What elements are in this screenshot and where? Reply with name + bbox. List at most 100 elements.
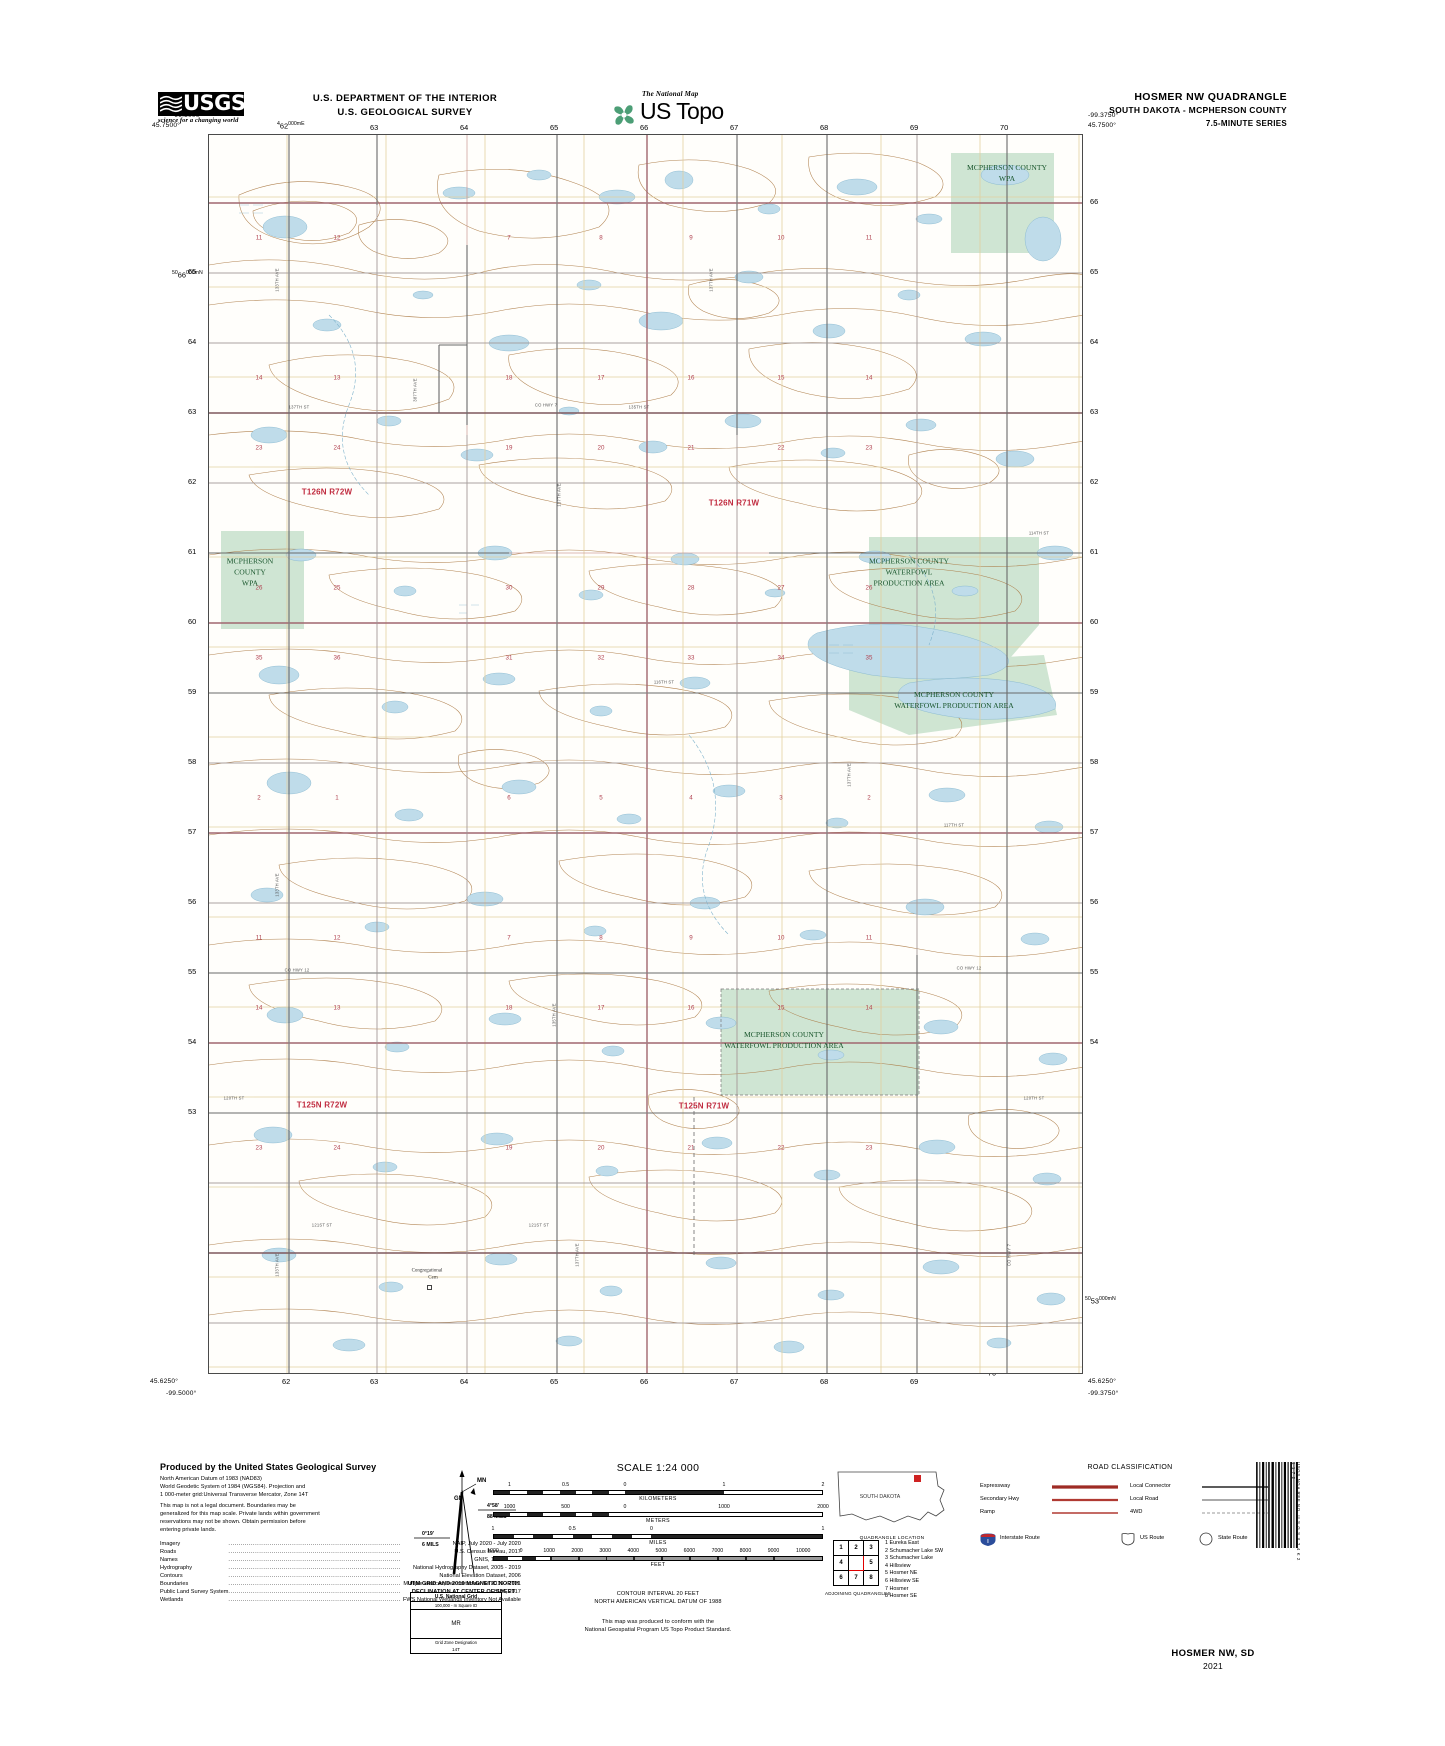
adjoining-name-5: 5 Hosmer NE: [885, 1570, 918, 1577]
road-name-label-14: CO HWY 12: [956, 965, 982, 971]
scale-label-3-7: 6000: [683, 1548, 696, 1554]
section-number-26-r3-c0: 26: [255, 584, 263, 592]
section-number-18-r1-c2: 18: [505, 374, 513, 382]
road-class-swatch-left-0: [1052, 1485, 1118, 1489]
grid-tick-right-64: 64: [1090, 337, 1099, 346]
grid-tick-top-63: 63: [370, 123, 379, 132]
section-number-30-r3-c2: 30: [505, 584, 513, 592]
section-number-7-r0-c2: 7: [507, 234, 511, 242]
adjoining-cell-5[interactable]: 5: [863, 1555, 879, 1571]
road-name-label-12: 137TH AVE: [846, 763, 852, 787]
section-number-10-r0-c5: 10: [777, 234, 785, 242]
source-dots-4: [228, 1572, 401, 1580]
adjoining-cell-1[interactable]: 1: [833, 1540, 849, 1556]
map-text-overlay: 11 12 7 8 9 10 11 14 13 18 17 16 15 14 23 24 19 20 21 22 23 2…: [209, 135, 1082, 1373]
scale-track-0: [493, 1490, 823, 1495]
quadrangle-state-county: SOUTH DAKOTA - MCPHERSON COUNTY: [1109, 105, 1287, 115]
scale-label-3-2: 1000: [543, 1548, 555, 1554]
credits-block: Produced by the United States Geological…: [160, 1462, 521, 1604]
adjoining-cell-8[interactable]: 8: [863, 1570, 879, 1586]
grid-tick-right-58: 58: [1090, 757, 1099, 766]
section-number-31-r4-c2: 31: [505, 654, 513, 662]
source-dots-5: [228, 1580, 401, 1588]
barcode-icon: [1256, 1462, 1298, 1548]
us-topo-label: US Topo: [640, 98, 724, 124]
barcode-number: USGS NGA REF NO. U S G S X 2 4 K 2 1 1 7…: [1291, 1462, 1301, 1561]
adjoining-cell-2[interactable]: 2: [848, 1540, 864, 1556]
scale-unit-feet: FEET: [650, 1562, 666, 1568]
section-number-12-r0-c1: 12: [333, 234, 341, 242]
adjoining-cell-6[interactable]: 6: [833, 1570, 849, 1586]
road-name-label-5: 137TH AVE: [556, 483, 562, 507]
grid-tick-top-67: 67: [730, 123, 739, 132]
usgs-wordmark-text: USGS: [183, 92, 244, 115]
topographic-map-canvas[interactable]: [209, 135, 1083, 1374]
adjoining-cell-7[interactable]: 7: [848, 1570, 864, 1586]
section-number-15-r1-c5: 15: [777, 374, 785, 382]
map-panel: -99.5000° 45.7500° -99.3750° 45.7500° 45…: [0, 110, 1445, 1410]
road-name-label-1: 137TH ST: [288, 404, 310, 410]
south-dakota-outline-icon: SOUTH DAKOTA: [837, 1471, 945, 1523]
grid-tick-right-60: 60: [1090, 617, 1099, 626]
interstate-shield-icon: I: [980, 1533, 996, 1546]
road-classification-left-column: Expressway Secondary Hwy Ramp: [980, 1482, 1125, 1521]
grid-tick-left-56: 56: [188, 897, 197, 906]
source-value-5: Multiple sources; see metadata file 2016…: [403, 1580, 521, 1587]
section-number-8-r0-c3: 8: [599, 234, 603, 242]
road-class-swatch-left-2: [1052, 1512, 1118, 1514]
township-label-2: T125N R72W: [296, 1100, 348, 1110]
section-number-14-r1-c6: 14: [865, 374, 873, 382]
section-number-27-r3-c5: 27: [777, 584, 785, 592]
national-map-pinwheel-icon: [614, 105, 634, 125]
grid-tick-top-66: 66: [640, 123, 649, 132]
section-number-19-r2-c2: 19: [505, 444, 513, 452]
road-class-label-left-0: Expressway: [980, 1483, 1011, 1489]
scale-label-1-0: 1000: [503, 1504, 516, 1510]
grid-tick-top-64: 64: [460, 123, 469, 132]
section-number-13-r7-c1: 13: [333, 1004, 341, 1012]
grid-tick-right-55: 55: [1090, 967, 1099, 976]
scale-label-3-9: 8000: [739, 1548, 752, 1554]
adjoining-cell-4[interactable]: 4: [833, 1555, 849, 1571]
source-dots-1: [228, 1548, 401, 1556]
map-footer-year: 2021: [1202, 1661, 1224, 1671]
section-number-35-r4-c0: 35: [255, 654, 263, 662]
place-label-0: Congregational: [411, 1268, 443, 1274]
adjoining-cell-current[interactable]: [848, 1555, 864, 1571]
section-number-14-r7-c0: 14: [255, 1004, 263, 1012]
section-number-6-r5-c2: 6: [507, 794, 511, 802]
section-number-13-r1-c1: 13: [333, 374, 341, 382]
township-label-1: T126N R71W: [708, 498, 760, 508]
source-row-5: Boundaries Multiple sources; see metadata…: [160, 1580, 521, 1588]
adjoining-name-3: 3 Schumacher Lake: [885, 1555, 933, 1562]
state-route-shield-icon: [1199, 1532, 1213, 1546]
road-classification-title: ROAD CLASSIFICATION: [1087, 1464, 1173, 1471]
map-neatline[interactable]: 11 12 7 8 9 10 11 14 13 18 17 16 15 14 23 24 19 20 21 22 23 2…: [208, 134, 1083, 1374]
source-key-4: Contours: [160, 1572, 183, 1579]
township-label-0: T126N R72W: [301, 487, 353, 497]
section-number-18-r7-c2: 18: [505, 1004, 513, 1012]
section-number-3-r5-c5: 3: [779, 794, 783, 802]
road-class-label-right-1: Local Road: [1130, 1496, 1159, 1502]
grid-tick-bottom-62: 62: [282, 1377, 291, 1386]
section-number-28-r3-c4: 28: [687, 584, 695, 592]
usgs-tagline: science for a changing world: [158, 117, 239, 124]
source-row-7: Wetlands FWS National Wetlands Inventory …: [160, 1596, 521, 1604]
section-number-23-r2-c0: 23: [255, 444, 263, 452]
source-key-3: Hydrography: [160, 1564, 193, 1571]
scale-label-0-0: 1: [508, 1482, 511, 1488]
road-name-label-13: CO HWY 12: [284, 967, 310, 973]
adjoining-cell-3[interactable]: 3: [863, 1540, 879, 1556]
section-number-21-r8-c4: 21: [687, 1144, 695, 1152]
map-header: USGS science for a changing world U.S. D…: [0, 40, 1445, 128]
section-number-11-r0-c0: 11: [255, 234, 263, 242]
grid-tick-top-65: 65: [550, 123, 559, 132]
map-collar-bottom: Produced by the United States Geological…: [0, 1440, 1445, 1740]
road-name-label-18: 121ST ST: [528, 1222, 550, 1228]
road-name-label-20: 137TH AVE: [574, 1243, 580, 1267]
adjoining-name-6: 6 Hillsview SE: [885, 1577, 920, 1584]
source-row-3: Hydrography National Hydrography Dataset,…: [160, 1564, 521, 1572]
datum-line-0: North American Datum of 1983 (NAD83): [160, 1476, 262, 1482]
